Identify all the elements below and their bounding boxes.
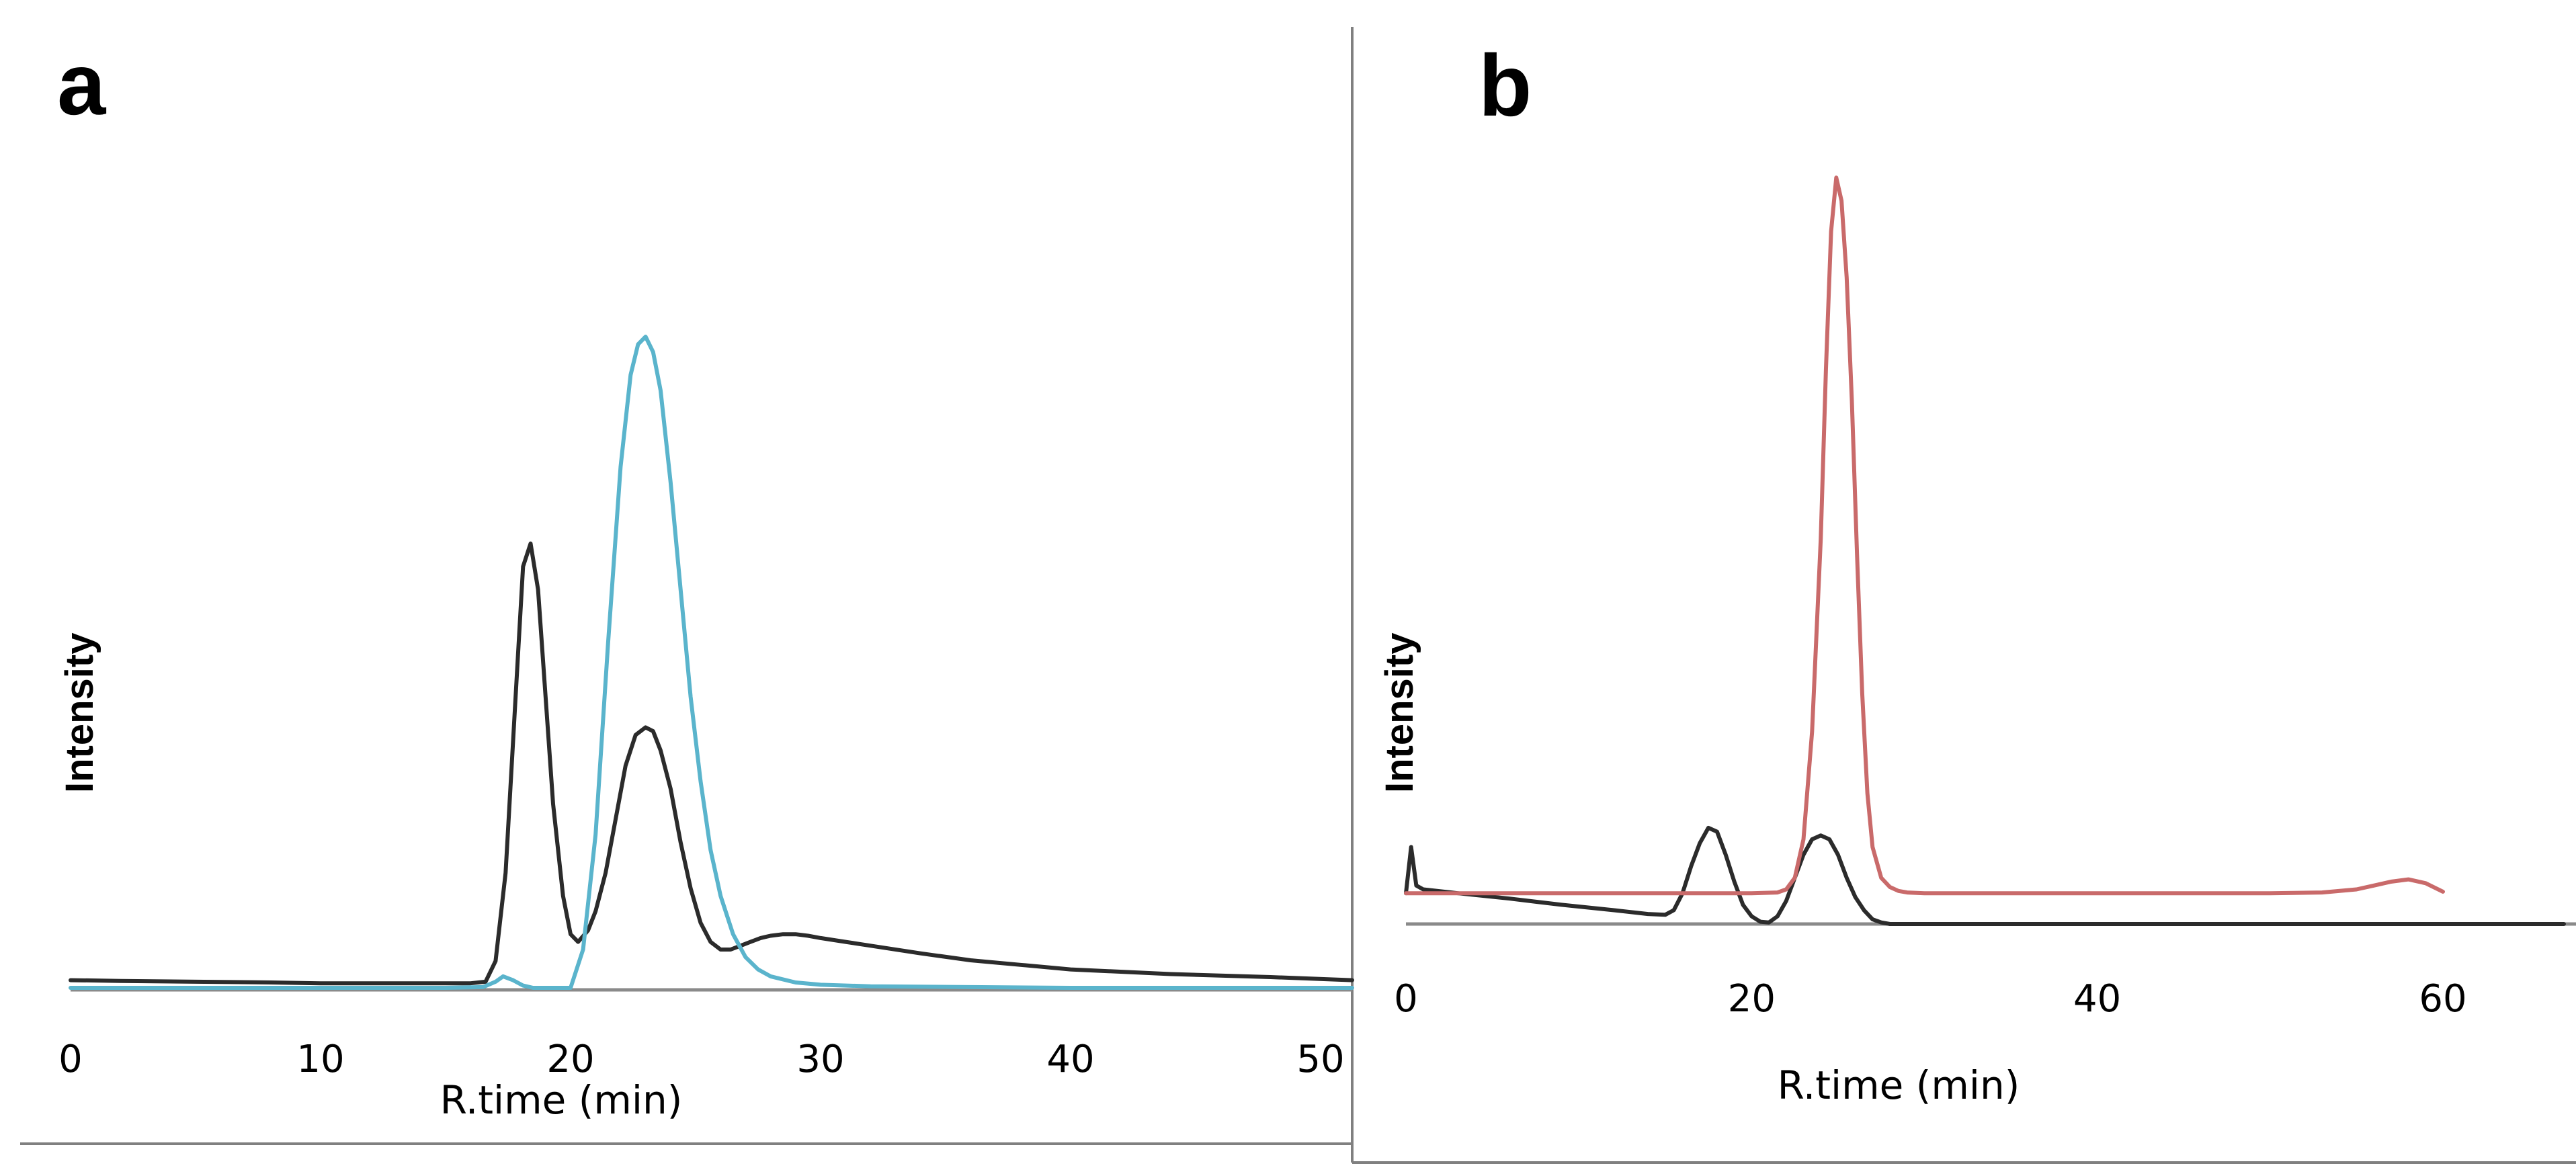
- panel-b-tick-label: 20: [1728, 977, 1776, 1021]
- panel-a: a Intensity 0 10 20 30 40 50 R.time (min): [57, 35, 1354, 1123]
- panel-b-series: [1404, 175, 2566, 926]
- panel-b-letter: b: [1479, 36, 1532, 134]
- panel-b-tick-label: 40: [2073, 977, 2121, 1021]
- panel-b-xlabel: R.time (min): [1778, 1062, 2020, 1108]
- panel-b-ylabel: Intensity: [1378, 633, 1421, 794]
- panel-a-tick-label: 20: [546, 1038, 594, 1081]
- panel-a-tick-label: 0: [58, 1038, 83, 1081]
- panel-a-series-black: [69, 541, 1354, 986]
- panel-a-tick-label: 30: [796, 1038, 844, 1081]
- panel-a-series: [69, 335, 1354, 990]
- panel-b-tick-label: 0: [1394, 977, 1418, 1021]
- panel-a-tick-label: 50: [1296, 1038, 1344, 1081]
- panel-b-x-ticks: 0 20 40 60: [1394, 977, 2466, 1021]
- panel-a-xlabel: R.time (min): [440, 1077, 683, 1123]
- panel-b-series-red: [1404, 175, 2445, 896]
- panel-b-series-black: [1404, 825, 2566, 926]
- panel-b-tick-label: 60: [2419, 977, 2466, 1021]
- panel-a-x-ticks: 0 10 20 30 40 50: [58, 1038, 1344, 1081]
- panel-a-tick-label: 10: [296, 1038, 344, 1081]
- panel-a-series-cyan: [69, 335, 1354, 990]
- panel-a-tick-label: 40: [1046, 1038, 1094, 1081]
- panel-a-letter: a: [57, 35, 107, 133]
- panel-b: b Intensity 0 20 40 60 R.time (min): [1378, 36, 2576, 1108]
- panel-a-ylabel: Intensity: [58, 633, 101, 794]
